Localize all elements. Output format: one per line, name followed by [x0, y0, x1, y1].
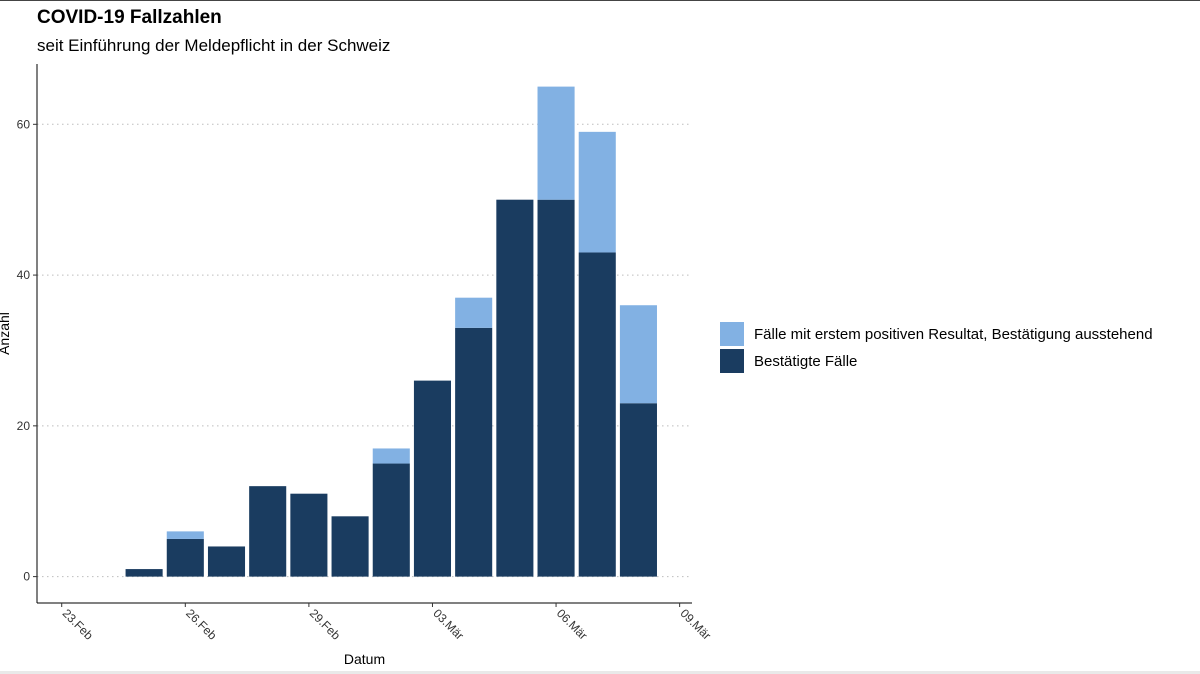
bar-confirmed-28.Feb: [249, 486, 287, 577]
bar-confirmed-06.Mär: [537, 199, 575, 577]
bar-pending-08.Mär: [619, 305, 657, 404]
bar-confirmed-05.Mär: [496, 199, 534, 577]
bar-confirmed-27.Feb: [207, 546, 246, 577]
x-tick-label-29.Feb: 29.Feb: [307, 606, 344, 643]
bar-pending-06.Mär: [537, 86, 575, 200]
bar-confirmed-04.Mär: [455, 327, 493, 577]
chart-subtitle: seit Einführung der Meldepflicht in der …: [37, 36, 391, 55]
legend-label-confirmed: Bestätigte Fälle: [754, 352, 858, 370]
y-tick-label-20: 20: [17, 419, 31, 433]
x-tick-label-26.Feb: 26.Feb: [183, 606, 220, 643]
legend-swatch-pending: [720, 322, 744, 346]
x-axis-title: Datum: [344, 651, 385, 667]
x-tick-label-06.Mär: 06.Mär: [554, 606, 590, 642]
bar-pending-04.Mär: [455, 297, 493, 328]
legend-item-confirmed: Bestätigte Fälle: [720, 348, 1153, 374]
bar-confirmed-29.Feb: [290, 493, 328, 577]
bar-confirmed-03.Mär: [413, 380, 452, 577]
top-border: [0, 0, 1200, 1]
bar-confirmed-26.Feb: [166, 538, 204, 577]
bar-confirmed-25.Feb: [125, 569, 163, 577]
bar-pending-02.Mär: [372, 448, 410, 464]
x-tick-label-09.Mär: 09.Mär: [678, 606, 714, 642]
bar-pending-26.Feb: [166, 531, 204, 539]
bar-confirmed-01.Mär: [331, 516, 369, 577]
bar-confirmed-07.Mär: [578, 252, 616, 577]
y-tick-label-0: 0: [23, 570, 30, 584]
legend: Fälle mit erstem positiven Resultat, Bes…: [720, 321, 1153, 374]
bar-confirmed-08.Mär: [619, 403, 657, 577]
bar-confirmed-02.Mär: [372, 463, 410, 577]
x-tick-label-03.Mär: 03.Mär: [430, 606, 466, 642]
bottom-border: [0, 671, 1200, 674]
y-axis-title: Anzahl: [0, 312, 12, 355]
y-tick-label-60: 60: [17, 117, 31, 131]
chart-title: COVID-19 Fallzahlen: [37, 7, 222, 28]
bar-pending-07.Mär: [578, 131, 616, 253]
legend-label-pending: Fälle mit erstem positiven Resultat, Bes…: [754, 325, 1153, 343]
legend-swatch-confirmed: [720, 349, 744, 373]
x-tick-label-23.Feb: 23.Feb: [60, 606, 97, 643]
y-tick-label-40: 40: [17, 268, 31, 282]
legend-item-pending: Fälle mit erstem positiven Resultat, Bes…: [720, 321, 1153, 347]
